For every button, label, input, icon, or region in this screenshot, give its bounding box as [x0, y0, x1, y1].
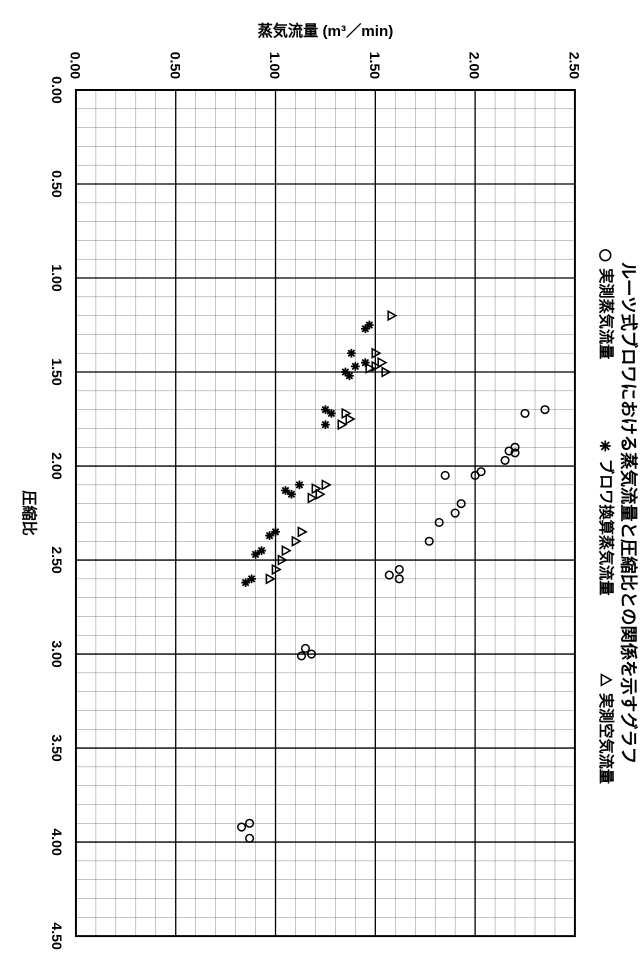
svg-text:ルーツ式ブロワにおける蒸気流量と圧縮比との関係を示すグラフ: ルーツ式ブロワにおける蒸気流量と圧縮比との関係を示すグラフ	[619, 262, 639, 764]
svg-text:蒸気流量 (m³／min): 蒸気流量 (m³／min)	[258, 22, 394, 40]
svg-text:0.00: 0.00	[49, 76, 65, 104]
svg-text:0.00: 0.00	[68, 52, 84, 80]
svg-text:4.50: 4.50	[49, 922, 65, 950]
svg-text:2.00: 2.00	[467, 52, 483, 80]
svg-text:2.50: 2.50	[49, 546, 65, 574]
svg-text:2.50: 2.50	[566, 52, 582, 80]
svg-text:圧縮比: 圧縮比	[20, 490, 38, 536]
svg-text:3.00: 3.00	[49, 640, 65, 668]
svg-text:4.00: 4.00	[49, 828, 65, 856]
svg-text:0.50: 0.50	[49, 170, 65, 198]
svg-text:1.50: 1.50	[367, 52, 383, 80]
svg-text:1.00: 1.00	[267, 52, 283, 80]
scatter-chart: 0.00 0.50 1.00 1.50 2.00 2.50 3.00 3.50 4.00 4.50…	[0, 0, 640, 961]
svg-text:ブロワ換算蒸気流量: ブロワ換算蒸気流量	[597, 459, 615, 596]
svg-text:1.00: 1.00	[49, 264, 65, 292]
svg-text:実測蒸気流量: 実測蒸気流量	[597, 268, 615, 359]
svg-text:実測空気流量: 実測空気流量	[597, 693, 615, 784]
svg-text:0.50: 0.50	[167, 52, 183, 80]
svg-text:2.00: 2.00	[49, 452, 65, 480]
svg-text:3.50: 3.50	[49, 734, 65, 762]
svg-text:1.50: 1.50	[49, 358, 65, 386]
